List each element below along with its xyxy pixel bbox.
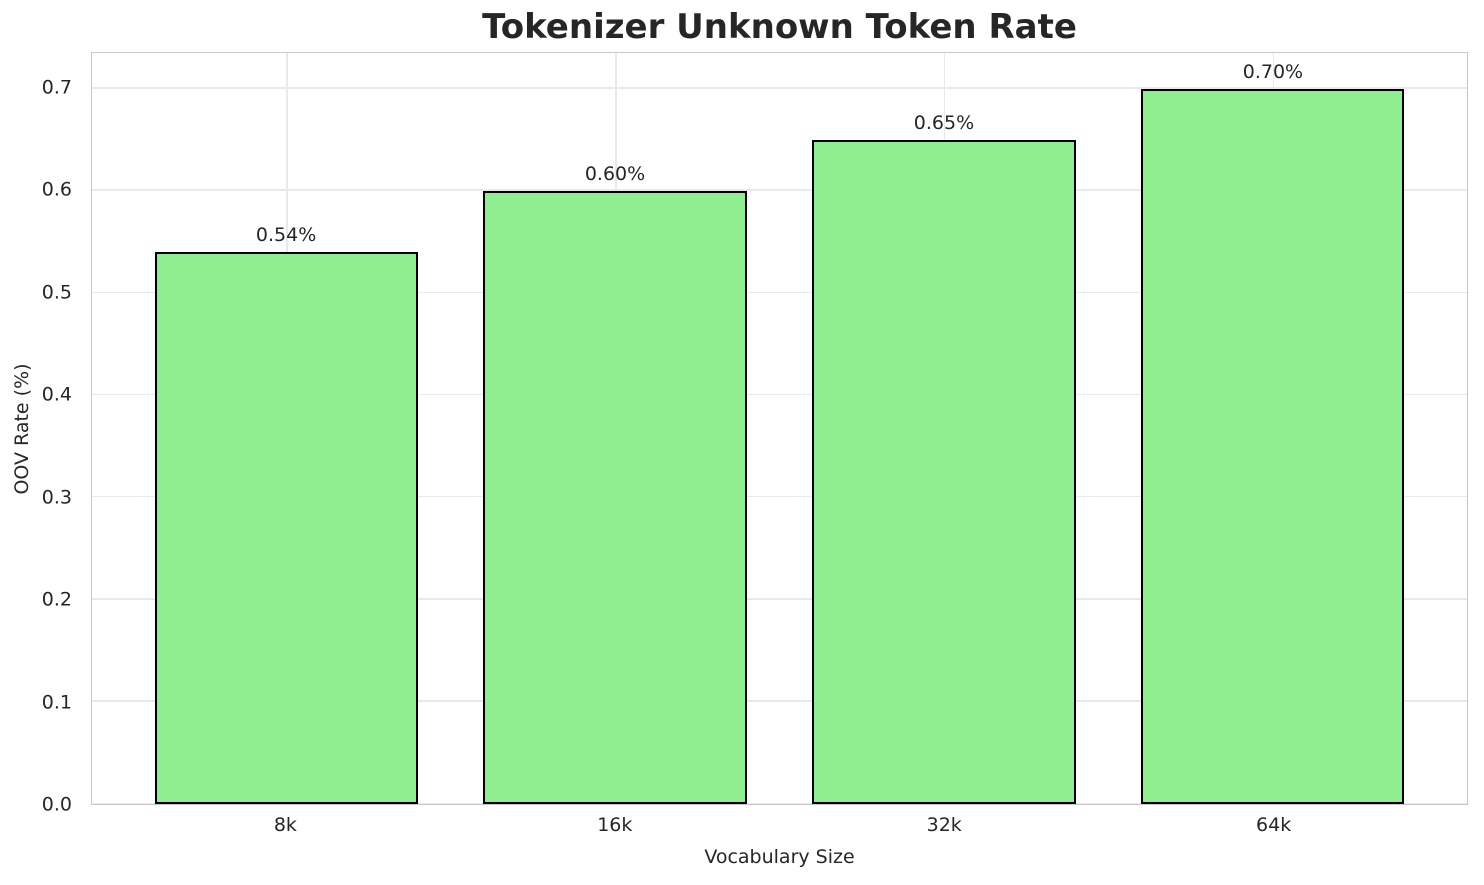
bar-value-label: 0.70% <box>1242 60 1304 83</box>
x-axis-label: Vocabulary Size <box>704 846 855 868</box>
bar <box>1141 88 1405 804</box>
y-tick-label: 0.6 <box>41 178 72 201</box>
x-tick-label: 8k <box>273 814 297 836</box>
gridline-horizontal <box>92 598 1467 600</box>
gridline-horizontal <box>92 87 1467 89</box>
x-axis-ticks: 8k 16k 32k 64k <box>91 812 1468 840</box>
plot-area: 0.54% 0.60% 0.65% 0.70% <box>91 52 1468 805</box>
gridline-horizontal <box>92 291 1467 294</box>
y-tick-label: 0.7 <box>41 76 72 99</box>
bar-value-label: 0.54% <box>255 224 317 247</box>
gridline-horizontal <box>92 393 1467 396</box>
y-tick-label: 0.1 <box>41 691 72 714</box>
y-tick-label: 0.4 <box>41 383 72 406</box>
y-axis-ticks: 0.0 0.1 0.2 0.3 0.4 0.5 0.6 0.7 <box>0 52 84 814</box>
bar-value-label: 0.60% <box>584 162 646 185</box>
gridline-horizontal <box>92 700 1467 702</box>
y-tick-label: 0.5 <box>41 281 72 304</box>
bar-value-label: 0.65% <box>913 111 975 134</box>
gridline-horizontal <box>92 189 1467 191</box>
bar <box>154 252 418 804</box>
y-tick-label: 0.0 <box>41 793 72 816</box>
x-tick-label: 32k <box>926 814 962 836</box>
bar <box>812 139 1076 804</box>
gridline-horizontal <box>92 802 1467 804</box>
y-tick-label: 0.2 <box>41 588 72 611</box>
bar <box>483 190 747 804</box>
chart-title: Tokenizer Unknown Token Rate <box>482 7 1077 47</box>
x-tick-label: 64k <box>1256 814 1292 836</box>
gridline-horizontal <box>92 495 1467 498</box>
x-tick-label: 16k <box>597 814 633 836</box>
y-tick-label: 0.3 <box>41 486 72 509</box>
